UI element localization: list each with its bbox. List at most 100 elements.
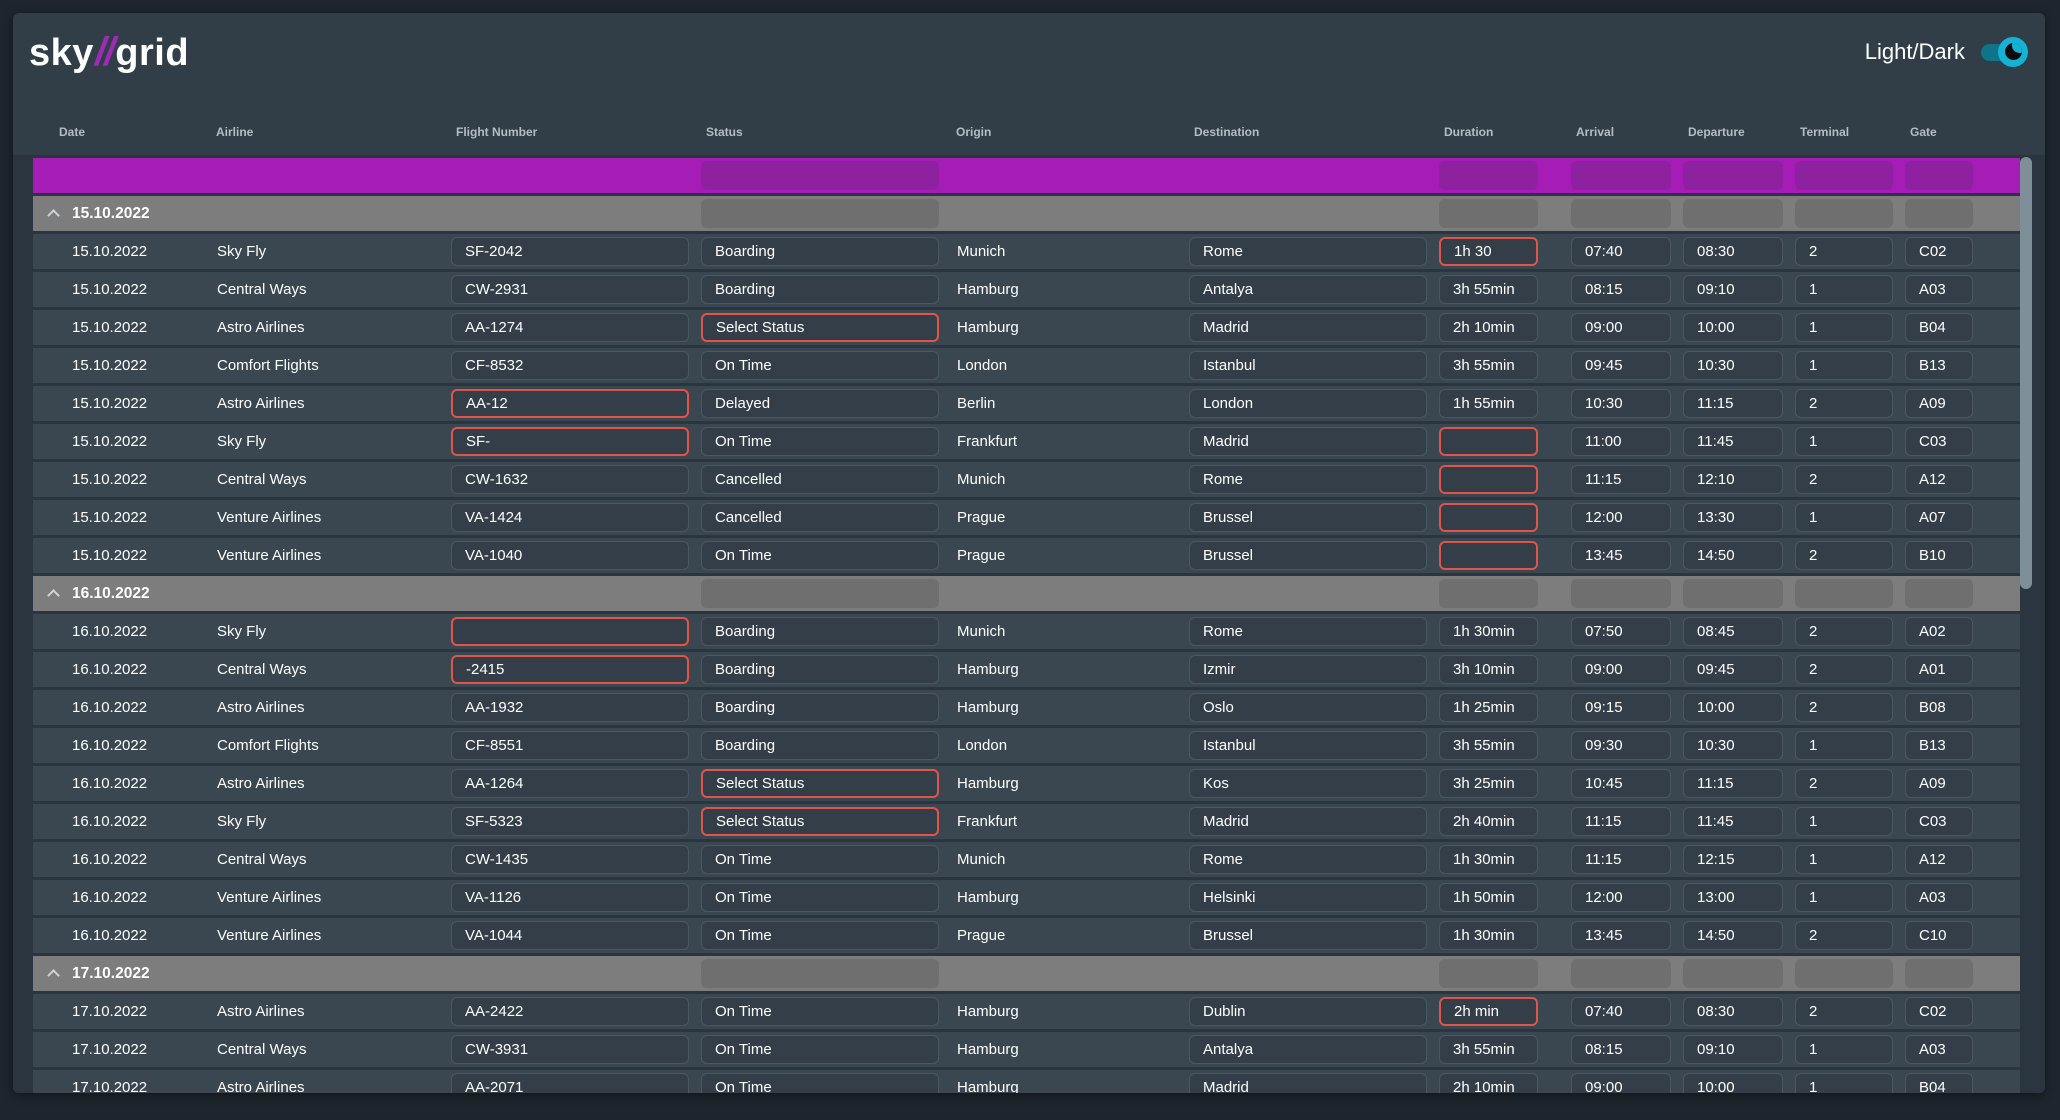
departure-input[interactable]: 09:45 — [1683, 655, 1783, 684]
gate-input[interactable]: C03 — [1905, 427, 1973, 456]
arrival-input[interactable]: 09:00 — [1571, 655, 1671, 684]
status-select[interactable]: On Time — [701, 351, 939, 380]
terminal-input[interactable]: 2 — [1795, 617, 1893, 646]
flight-number-input[interactable]: CW-2931 — [451, 275, 689, 304]
terminal-placeholder-box[interactable] — [1795, 161, 1893, 190]
flight-number-input[interactable]: VA-1126 — [451, 883, 689, 912]
terminal-input[interactable]: 2 — [1795, 997, 1893, 1026]
destination-input[interactable]: Kos — [1189, 769, 1427, 798]
gate-input[interactable]: B04 — [1905, 313, 1973, 342]
terminal-input[interactable]: 2 — [1795, 693, 1893, 722]
flight-number-input[interactable]: CF-8532 — [451, 351, 689, 380]
destination-input[interactable]: Madrid — [1189, 427, 1427, 456]
duration-input[interactable]: 1h 55min — [1439, 389, 1538, 418]
gate-input[interactable]: B10 — [1905, 541, 1973, 570]
scrollbar-thumb[interactable] — [2020, 157, 2032, 589]
flight-number-input[interactable]: AA-1932 — [451, 693, 689, 722]
duration-input[interactable] — [1439, 465, 1538, 494]
departure-placeholder-box[interactable] — [1683, 161, 1783, 190]
status-select[interactable]: Boarding — [701, 237, 939, 266]
arrival-input[interactable]: 12:00 — [1571, 883, 1671, 912]
destination-input[interactable]: Madrid — [1189, 313, 1427, 342]
status-placeholder-box[interactable] — [701, 959, 939, 988]
arrival-input[interactable]: 10:45 — [1571, 769, 1671, 798]
duration-placeholder-box[interactable] — [1439, 199, 1538, 228]
flight-number-input[interactable]: SF- — [451, 427, 689, 456]
gate-input[interactable]: B04 — [1905, 1073, 1973, 1093]
terminal-placeholder-box[interactable] — [1795, 959, 1893, 988]
gate-input[interactable]: C02 — [1905, 237, 1973, 266]
duration-input[interactable]: 3h 10min — [1439, 655, 1538, 684]
arrival-input[interactable]: 11:15 — [1571, 807, 1671, 836]
flight-number-input[interactable]: AA-1264 — [451, 769, 689, 798]
flight-number-input[interactable]: VA-1424 — [451, 503, 689, 532]
gate-input[interactable]: C03 — [1905, 807, 1973, 836]
arrival-input[interactable]: 11:15 — [1571, 845, 1671, 874]
destination-input[interactable]: Istanbul — [1189, 731, 1427, 760]
arrival-input[interactable]: 09:30 — [1571, 731, 1671, 760]
gate-input[interactable]: A02 — [1905, 617, 1973, 646]
duration-input[interactable]: 3h 55min — [1439, 275, 1538, 304]
departure-input[interactable]: 08:45 — [1683, 617, 1783, 646]
departure-input[interactable]: 10:00 — [1683, 1073, 1783, 1093]
destination-input[interactable]: Rome — [1189, 845, 1427, 874]
theme-toggle[interactable] — [1981, 36, 2028, 67]
flight-number-input[interactable]: AA-1274 — [451, 313, 689, 342]
flight-number-input[interactable]: CF-8551 — [451, 731, 689, 760]
departure-input[interactable]: 10:30 — [1683, 731, 1783, 760]
departure-input[interactable]: 08:30 — [1683, 997, 1783, 1026]
terminal-input[interactable]: 1 — [1795, 1073, 1893, 1093]
status-select[interactable]: Cancelled — [701, 503, 939, 532]
status-select[interactable]: On Time — [701, 997, 939, 1026]
duration-input[interactable]: 2h 10min — [1439, 313, 1538, 342]
departure-input[interactable]: 12:15 — [1683, 845, 1783, 874]
status-select[interactable]: Boarding — [701, 731, 939, 760]
status-select[interactable]: On Time — [701, 845, 939, 874]
arrival-input[interactable]: 13:45 — [1571, 541, 1671, 570]
flight-number-input[interactable]: SF-2042 — [451, 237, 689, 266]
terminal-input[interactable]: 1 — [1795, 351, 1893, 380]
gate-input[interactable]: A09 — [1905, 389, 1973, 418]
destination-input[interactable]: Dublin — [1189, 997, 1427, 1026]
terminal-placeholder-box[interactable] — [1795, 199, 1893, 228]
destination-input[interactable]: Brussel — [1189, 921, 1427, 950]
destination-input[interactable]: Istanbul — [1189, 351, 1427, 380]
flight-number-input[interactable]: CW-1435 — [451, 845, 689, 874]
terminal-input[interactable]: 2 — [1795, 921, 1893, 950]
terminal-input[interactable]: 2 — [1795, 541, 1893, 570]
status-placeholder-box[interactable] — [701, 579, 939, 608]
arrival-input[interactable]: 10:30 — [1571, 389, 1671, 418]
terminal-input[interactable]: 1 — [1795, 503, 1893, 532]
destination-input[interactable]: Rome — [1189, 465, 1427, 494]
status-select[interactable]: On Time — [701, 883, 939, 912]
arrival-placeholder-box[interactable] — [1571, 959, 1671, 988]
flight-number-input[interactable]: CW-3931 — [451, 1035, 689, 1064]
terminal-input[interactable]: 2 — [1795, 237, 1893, 266]
destination-input[interactable]: Helsinki — [1189, 883, 1427, 912]
departure-input[interactable]: 11:45 — [1683, 427, 1783, 456]
gate-input[interactable]: A03 — [1905, 275, 1973, 304]
status-select[interactable]: On Time — [701, 541, 939, 570]
arrival-input[interactable]: 13:45 — [1571, 921, 1671, 950]
destination-input[interactable]: Brussel — [1189, 541, 1427, 570]
departure-input[interactable]: 11:15 — [1683, 389, 1783, 418]
status-placeholder-box[interactable] — [701, 161, 939, 190]
duration-placeholder-box[interactable] — [1439, 959, 1538, 988]
duration-input[interactable]: 1h 30min — [1439, 845, 1538, 874]
flight-number-input[interactable]: -2415 — [451, 655, 689, 684]
destination-input[interactable]: Rome — [1189, 237, 1427, 266]
gate-input[interactable]: A01 — [1905, 655, 1973, 684]
status-select[interactable]: Boarding — [701, 275, 939, 304]
duration-input[interactable]: 2h 10min — [1439, 1073, 1538, 1093]
gate-placeholder-box[interactable] — [1905, 199, 1973, 228]
gate-input[interactable]: B13 — [1905, 351, 1973, 380]
gate-input[interactable]: A09 — [1905, 769, 1973, 798]
duration-input[interactable] — [1439, 503, 1538, 532]
terminal-input[interactable]: 1 — [1795, 845, 1893, 874]
gate-input[interactable]: A03 — [1905, 1035, 1973, 1064]
duration-input[interactable]: 3h 55min — [1439, 351, 1538, 380]
departure-placeholder-box[interactable] — [1683, 959, 1783, 988]
status-select[interactable]: On Time — [701, 1073, 939, 1093]
departure-input[interactable]: 12:10 — [1683, 465, 1783, 494]
departure-input[interactable]: 10:30 — [1683, 351, 1783, 380]
